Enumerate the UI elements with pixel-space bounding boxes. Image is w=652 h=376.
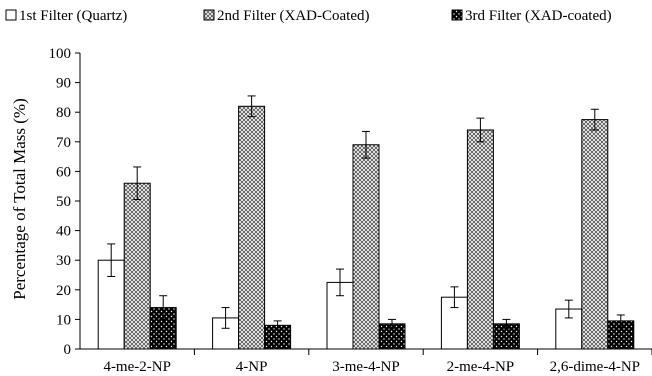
legend-label-series-2: 2nd Filter (XAD-Coated) [217, 8, 369, 24]
error-bar [221, 307, 230, 329]
error-bar [590, 108, 599, 131]
bar-series-2 [581, 119, 609, 350]
y-axis-title: Percentage of Total Mass (%) [10, 98, 29, 300]
y-tick-label: 20 [56, 283, 71, 299]
legend-swatch-series-3 [451, 9, 463, 21]
y-tick-label: 100 [49, 46, 72, 62]
legend-swatch-series-1 [5, 9, 17, 21]
bar-series-2 [238, 105, 266, 350]
x-tick-label: 2-me-4-NP [447, 359, 515, 375]
error-bar [133, 166, 142, 201]
x-tick-label: 2,6-dime-4-NP [550, 359, 640, 375]
error-bar [107, 243, 116, 277]
error-bar [159, 295, 168, 320]
error-bar [616, 314, 625, 328]
legend-label-series-3: 3rd Filter (XAD-coated) [465, 8, 612, 24]
bar-series-2 [352, 144, 380, 350]
y-tick-label: 10 [56, 312, 71, 328]
x-tick-label: 4-NP [236, 359, 268, 375]
x-tick-label: 3-me-4-NP [332, 359, 400, 375]
x-ticks [193, 349, 652, 355]
y-tick-label: 30 [56, 253, 71, 269]
error-bar [564, 299, 573, 319]
error-bar [502, 318, 511, 329]
error-bar [247, 95, 256, 118]
legend-label-series-1: 1st Filter (Quartz) [19, 8, 127, 24]
y-tick-label: 0 [64, 342, 72, 358]
error-bar [476, 117, 485, 143]
y-tick-label: 40 [56, 224, 71, 240]
y-tick-label: 60 [56, 164, 71, 180]
x-tick-label: 4-me-2-NP [103, 359, 171, 375]
error-bar [273, 320, 282, 331]
error-bar [336, 268, 344, 297]
error-bar [450, 286, 459, 309]
y-ticks: 0 10 20 30 40 50 60 70 80 90 100 [49, 46, 80, 358]
bars [97, 95, 635, 350]
y-tick-label: 90 [56, 76, 71, 92]
y-tick-label: 50 [56, 194, 71, 210]
y-tick-label: 70 [56, 135, 71, 151]
legend: 1st Filter (Quartz) 2nd Filter (XAD-Coat… [5, 8, 612, 24]
y-tick-label: 80 [56, 105, 71, 121]
error-bar [362, 130, 370, 159]
error-bar [388, 318, 396, 329]
bar-series-2 [466, 129, 494, 350]
legend-swatch-series-2 [203, 9, 215, 21]
bar-series-2 [123, 182, 151, 350]
x-labels: 4-me-2-NP 4-NP 3-me-4-NP 2-me-4-NP 2,6-dime-… [103, 359, 640, 375]
